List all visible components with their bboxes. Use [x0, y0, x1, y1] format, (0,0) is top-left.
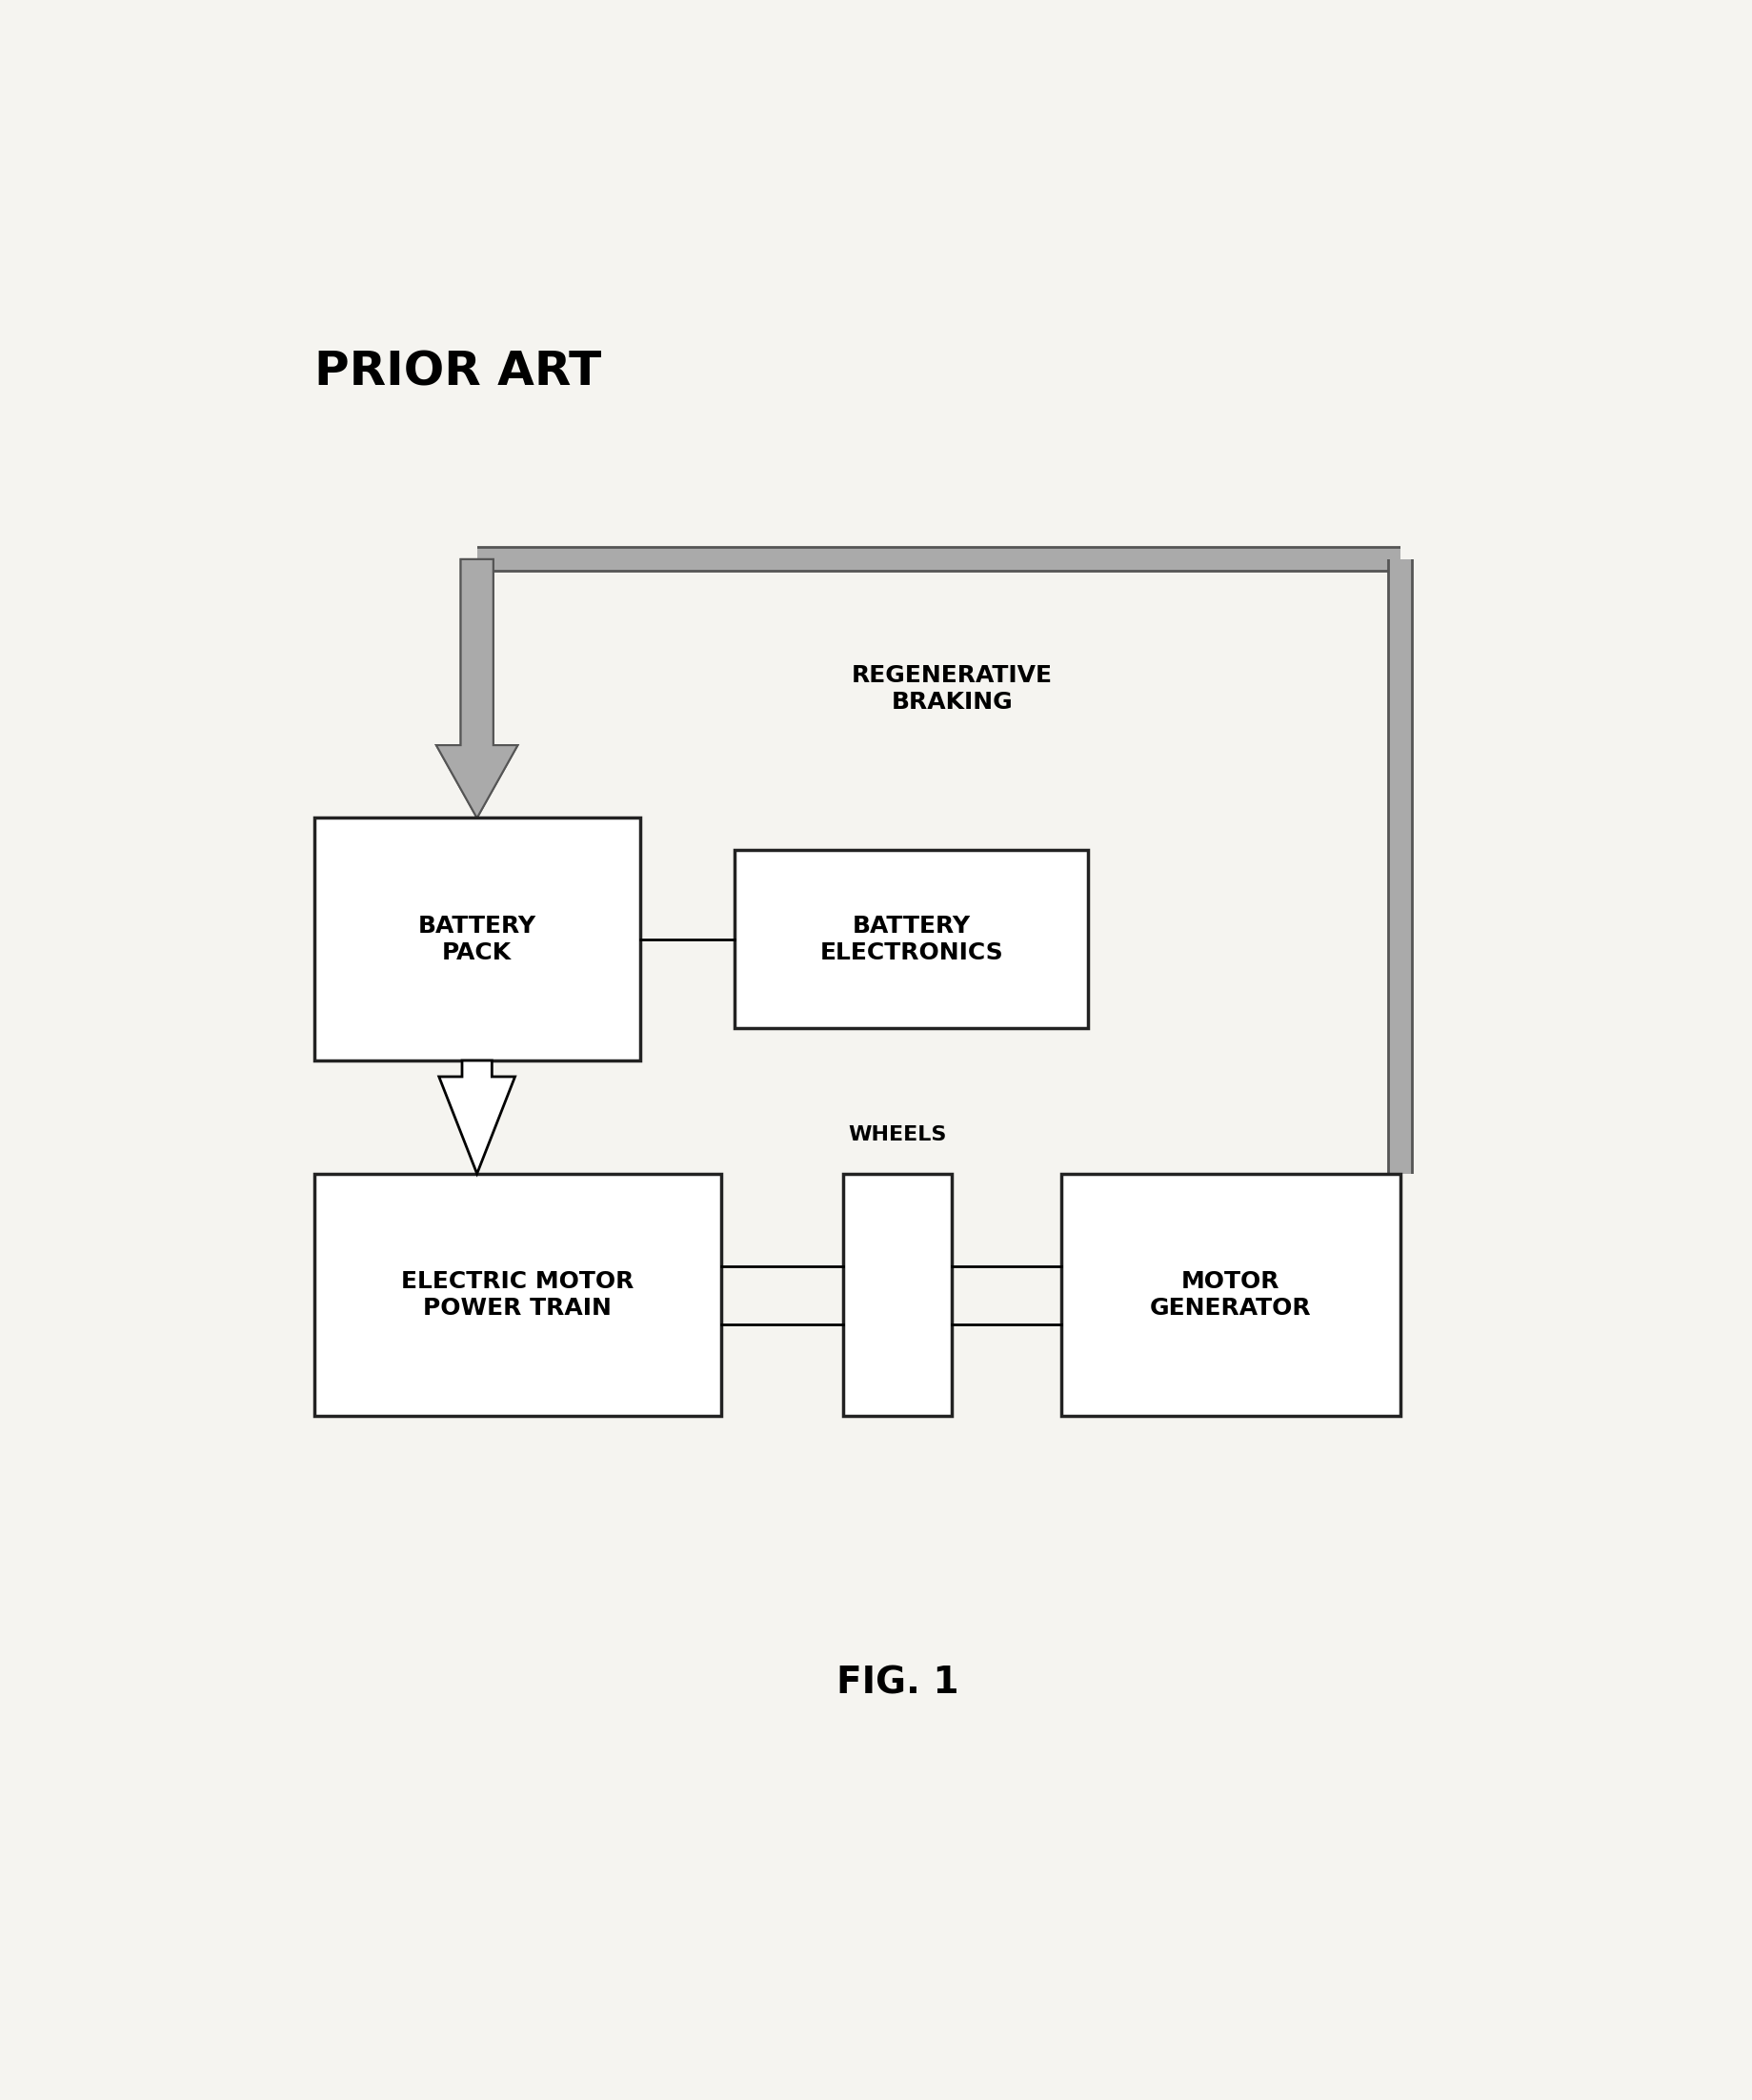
Bar	[844, 1174, 953, 1415]
Text: BATTERY
PACK: BATTERY PACK	[419, 914, 536, 964]
Bar	[736, 850, 1088, 1029]
Text: PRIOR ART: PRIOR ART	[314, 349, 601, 395]
Polygon shape	[440, 1060, 515, 1174]
Polygon shape	[436, 559, 519, 817]
Text: REGENERATIVE
BRAKING: REGENERATIVE BRAKING	[851, 664, 1053, 714]
Text: MOTOR
GENERATOR: MOTOR GENERATOR	[1149, 1270, 1310, 1319]
Text: BATTERY
ELECTRONICS: BATTERY ELECTRONICS	[820, 914, 1004, 964]
Text: FIG. 1: FIG. 1	[837, 1665, 958, 1701]
Polygon shape	[436, 559, 519, 817]
Bar	[1062, 1174, 1400, 1415]
Bar	[314, 1174, 722, 1415]
Text: WHEELS: WHEELS	[848, 1126, 948, 1144]
Text: ELECTRIC MOTOR
POWER TRAIN: ELECTRIC MOTOR POWER TRAIN	[401, 1270, 634, 1319]
Bar	[314, 817, 639, 1060]
